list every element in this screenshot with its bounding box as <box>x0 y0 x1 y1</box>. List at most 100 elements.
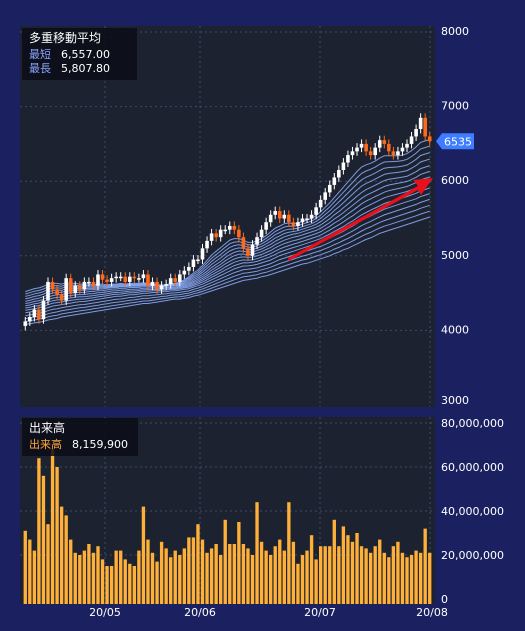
volume-bar-40 <box>205 552 209 604</box>
candle-body-72 <box>350 151 355 156</box>
candle-body-59 <box>291 222 296 226</box>
volume-bar-69 <box>337 546 341 604</box>
volume-bar-43 <box>219 555 223 604</box>
candle-body-62 <box>305 218 309 220</box>
volume-tick-3: 20,000,000 <box>441 549 504 562</box>
volume-bar-30 <box>159 541 164 604</box>
volume-bar-82 <box>396 541 400 604</box>
candle-body-9 <box>64 278 68 301</box>
price-tick-4: 4000 <box>441 323 469 336</box>
volume-bar-86 <box>414 550 418 604</box>
price-tick-5: 3000 <box>441 394 469 407</box>
volume-bar-48 <box>241 544 246 604</box>
candle-body-32 <box>168 278 173 285</box>
volume-bars <box>23 449 432 604</box>
volume-bar-5 <box>46 524 50 604</box>
x-tick-3: 20/08 <box>416 606 448 619</box>
candle-body-86 <box>414 128 418 137</box>
volume-bar-49 <box>246 548 250 604</box>
volume-bar-20 <box>114 550 118 604</box>
ma-line-10 <box>25 198 430 317</box>
ma-line-12 <box>25 210 430 322</box>
candle-body-28 <box>150 281 155 286</box>
volume-bar-66 <box>323 546 327 604</box>
volume-bar-67 <box>328 546 332 604</box>
candle-body-76 <box>368 151 373 156</box>
axis-labels: 8000 7000 6000 5000 4000 3000 80,000,000 60,000… <box>89 25 504 619</box>
candle-body-53 <box>264 222 268 230</box>
candle-body-10 <box>68 278 73 294</box>
volume-tick-2: 40,000,000 <box>441 505 504 518</box>
volume-bar-61 <box>300 555 305 604</box>
candle-body-88 <box>423 117 427 137</box>
volume-bar-38 <box>196 524 200 604</box>
price-tag-label: 6535 <box>444 135 472 148</box>
price-panel-title: 多重移動平均 <box>29 31 102 45</box>
candle-body-47 <box>237 229 241 238</box>
legend-value-volume: 8,159,900 <box>72 438 128 451</box>
candle-body-69 <box>337 170 341 178</box>
volume-bar-31 <box>164 548 168 604</box>
volume-bar-12 <box>78 555 82 604</box>
candle-body-1 <box>28 316 32 322</box>
volume-bar-29 <box>155 561 159 604</box>
candlesticks <box>23 113 432 331</box>
candle-body-31 <box>164 284 168 286</box>
volume-bar-55 <box>273 546 277 604</box>
candle-body-81 <box>391 151 396 156</box>
candle-body-4 <box>41 300 46 320</box>
volume-bar-2 <box>32 550 37 604</box>
volume-bar-81 <box>391 546 396 604</box>
volume-bar-76 <box>368 552 373 604</box>
candle-body-54 <box>268 214 273 223</box>
candle-body-87 <box>418 117 423 129</box>
candle-body-58 <box>287 214 291 223</box>
volume-bar-32 <box>169 557 173 604</box>
volume-bar-44 <box>223 519 227 604</box>
volume-bar-88 <box>423 528 427 604</box>
volume-bar-85 <box>409 555 414 604</box>
candle-body-57 <box>282 214 287 219</box>
candle-body-68 <box>332 177 337 185</box>
volume-bar-34 <box>178 555 182 604</box>
candle-body-44 <box>223 229 228 232</box>
candle-body-25 <box>137 278 141 280</box>
price-panel-bg <box>20 26 435 407</box>
candle-body-50 <box>250 244 255 256</box>
ma-line-1 <box>25 145 430 295</box>
candle-body-79 <box>382 140 387 144</box>
volume-bar-22 <box>123 559 127 604</box>
volume-bar-42 <box>214 544 218 604</box>
x-tick-2: 20/07 <box>304 606 336 619</box>
candle-body-71 <box>346 155 350 163</box>
volume-bar-8 <box>59 506 64 604</box>
candle-body-20 <box>114 276 118 279</box>
price-tick-2: 6000 <box>441 174 469 187</box>
candle-body-80 <box>387 143 391 152</box>
candle-body-26 <box>141 274 146 279</box>
candle-body-70 <box>341 162 346 171</box>
ma-line-3 <box>25 158 430 300</box>
ma-line-5 <box>25 170 430 304</box>
candle-body-48 <box>241 237 246 249</box>
volume-bar-46 <box>232 544 236 604</box>
volume-bar-6 <box>50 449 55 604</box>
volume-bar-68 <box>332 519 336 604</box>
price-tick-0: 8000 <box>441 25 469 38</box>
candle-body-3 <box>37 309 41 320</box>
candle-body-13 <box>82 281 87 290</box>
ma-line-13 <box>25 216 430 325</box>
volume-bar-45 <box>228 544 232 604</box>
candle-body-61 <box>300 218 305 223</box>
volume-bar-80 <box>387 557 391 604</box>
volume-bar-87 <box>418 552 423 604</box>
volume-bar-17 <box>100 559 105 604</box>
candle-body-73 <box>355 147 359 152</box>
legend-row-longest: 最長 5,807.80 <box>29 62 130 76</box>
volume-bar-18 <box>105 566 109 604</box>
price-legend: 多重移動平均 最短 6,557.00 最長 5,807.80 <box>22 28 137 80</box>
volume-bar-0 <box>23 530 27 604</box>
legend-value-longest: 5,807.80 <box>61 62 110 75</box>
volume-bar-89 <box>428 552 432 604</box>
